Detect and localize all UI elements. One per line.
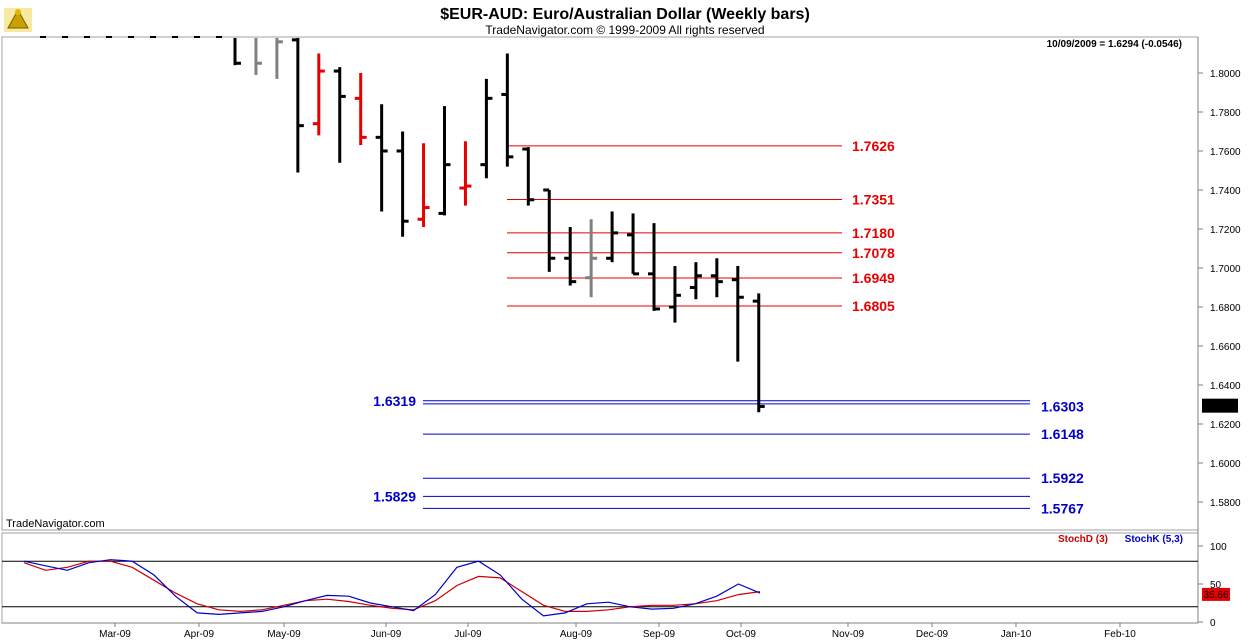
trade-navigator-logo-icon xyxy=(4,8,32,32)
chart-subtitle: TradeNavigator.com © 1999-2009 All right… xyxy=(485,23,764,37)
resistance-label: 1.6805 xyxy=(852,298,895,314)
osc-value-label: 35.66 xyxy=(1203,590,1228,601)
ohlc-bar xyxy=(312,53,325,136)
osc-y-tick-label: 0 xyxy=(1210,618,1216,629)
ohlc-bar xyxy=(668,266,681,323)
x-tick-label: Oct-09 xyxy=(726,629,756,640)
x-tick-label: Jun-09 xyxy=(371,629,402,640)
resistance-label: 1.6949 xyxy=(852,270,895,286)
support-label: 1.6303 xyxy=(1041,398,1084,414)
legend-stochd: StochD (3) xyxy=(1058,534,1108,545)
ohlc-bar xyxy=(291,38,304,173)
y-tick-label: 1.7800 xyxy=(1210,108,1241,119)
support-label: 1.5767 xyxy=(1041,500,1084,516)
ohlc-bar xyxy=(254,38,262,75)
resistance-label: 1.7078 xyxy=(852,245,895,261)
y-tick-label: 1.6000 xyxy=(1210,459,1241,470)
last-price-info: 10/09/2009 = 1.6294 (-0.0546) xyxy=(1047,39,1182,50)
x-tick-label: Jan-10 xyxy=(1001,629,1032,640)
y-tick-label: 1.6200 xyxy=(1210,420,1241,431)
resistance-label: 1.7626 xyxy=(852,138,895,154)
ohlc-bar xyxy=(648,223,660,311)
ohlc-bar xyxy=(710,258,723,298)
x-tick-label: Jul-09 xyxy=(454,629,482,640)
ohlc-bar xyxy=(585,219,598,298)
watermark: TradeNavigator.com xyxy=(6,518,105,530)
ohlc-bar xyxy=(522,147,535,206)
x-tick-label: Aug-09 xyxy=(560,629,593,640)
x-tick-label: Apr-09 xyxy=(184,629,214,640)
x-tick-label: Feb-10 xyxy=(1104,629,1136,640)
y-tick-label: 1.5800 xyxy=(1210,498,1241,509)
y-tick-label: 1.6800 xyxy=(1210,303,1241,314)
ohlc-bar xyxy=(233,38,241,66)
ohlc-bar xyxy=(459,141,472,206)
support-label: 1.5829 xyxy=(373,488,416,504)
oscillator-pane xyxy=(1,532,1199,624)
x-tick-label: Nov-09 xyxy=(832,629,865,640)
ohlc-bar xyxy=(689,262,702,300)
support-label: 1.5922 xyxy=(1041,470,1084,486)
osc-y-tick-label: 100 xyxy=(1210,542,1227,553)
stochd-line xyxy=(23,560,761,613)
support-label: 1.6148 xyxy=(1041,426,1084,442)
osc-value-tag xyxy=(1202,587,1230,601)
price-pane xyxy=(1,36,1199,531)
osc-y-tick-label: 50 xyxy=(1210,580,1222,591)
ohlc-bar xyxy=(627,213,640,276)
x-tick-label: Mar-09 xyxy=(99,629,131,640)
ohlc-bar xyxy=(501,53,514,167)
ohlc-bar xyxy=(333,67,346,163)
ohlc-bar xyxy=(606,211,619,263)
last-price-tag xyxy=(1202,398,1238,413)
ohlc-bar xyxy=(480,78,493,179)
ohlc-bar xyxy=(438,106,451,216)
ohlc-bar xyxy=(543,188,556,272)
y-tick-label: 1.7200 xyxy=(1210,225,1241,236)
resistance-label: 1.7351 xyxy=(852,192,895,208)
x-tick-label: Sep-09 xyxy=(643,629,676,640)
y-tick-label: 1.6400 xyxy=(1210,381,1241,392)
legend-stochk: StochK (5,3) xyxy=(1125,534,1183,545)
support-label: 1.6319 xyxy=(373,393,416,409)
ohlc-bar xyxy=(564,227,577,286)
ohlc-bar xyxy=(396,131,409,237)
last-price-label: 1.6294 xyxy=(1205,402,1236,413)
y-tick-label: 1.7400 xyxy=(1210,186,1241,197)
y-tick-label: 1.7600 xyxy=(1210,147,1241,158)
x-tick-label: May-09 xyxy=(267,629,301,640)
ohlc-bar xyxy=(417,143,430,228)
stochk-line xyxy=(23,559,761,617)
ohlc-bar xyxy=(752,293,765,413)
y-tick-label: 1.6600 xyxy=(1210,342,1241,353)
resistance-label: 1.7180 xyxy=(852,225,895,241)
ohlc-bar xyxy=(731,266,744,362)
chart-title: $EUR-AUD: Euro/Australian Dollar (Weekly… xyxy=(440,6,810,23)
ohlc-bar xyxy=(354,73,367,146)
ohlc-bar xyxy=(275,38,283,79)
ohlc-bar xyxy=(375,104,388,212)
y-tick-label: 1.7000 xyxy=(1210,264,1241,275)
y-tick-label: 1.8000 xyxy=(1210,69,1241,80)
x-tick-label: Dec-09 xyxy=(916,629,949,640)
